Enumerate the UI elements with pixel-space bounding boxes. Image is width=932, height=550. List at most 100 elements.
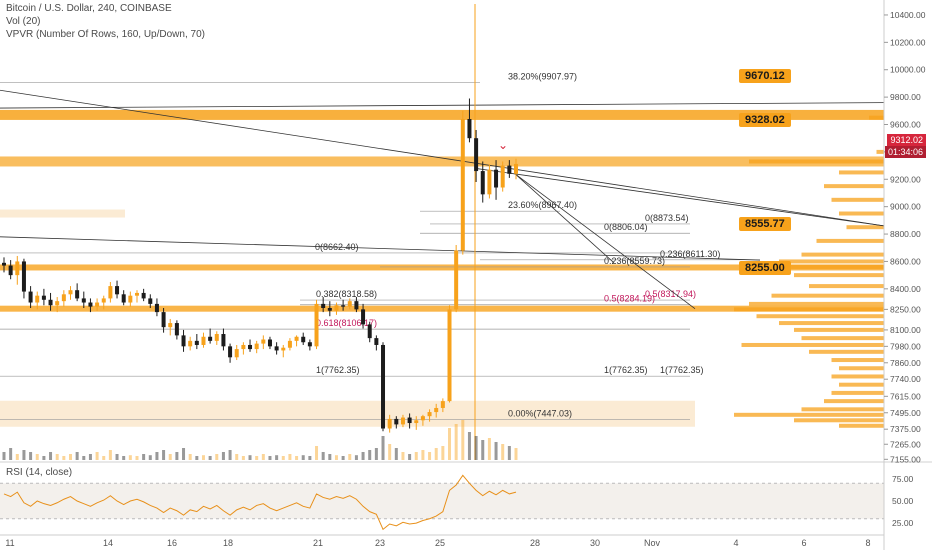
fib-label: 23.60%(8967.40) xyxy=(508,200,577,210)
x-tick-label: 16 xyxy=(167,538,177,548)
price-axis[interactable]: 10400.0010200.0010000.009800.009600.0094… xyxy=(883,0,926,550)
vol-legend: Vol (20) xyxy=(6,16,41,27)
candle-body xyxy=(201,336,206,345)
symbol-legend[interactable]: Bitcoin / U.S. Dollar, 240, COINBASE Vol… xyxy=(6,2,205,41)
candle-body xyxy=(181,335,186,347)
fib-label: 0.382(8318.58) xyxy=(316,289,377,299)
candle-body xyxy=(101,298,106,303)
zone-8255 xyxy=(0,305,884,312)
y-tick-label: 8400.00 xyxy=(890,284,921,294)
volume-bar xyxy=(175,452,179,460)
x-tick-label: Nov xyxy=(644,538,661,548)
fib-label: 38.20%(9907.97) xyxy=(508,71,577,81)
y-tick-label: 7265.00 xyxy=(890,439,921,449)
volume-bar xyxy=(414,452,418,460)
fib-label: 0.5(8317.94) xyxy=(645,289,696,299)
vpvr-row xyxy=(779,321,884,326)
candle-body xyxy=(248,344,253,350)
candle-body xyxy=(407,417,412,424)
level-label-8555[interactable]: 8555.77 xyxy=(739,217,791,231)
candle-body xyxy=(287,340,292,348)
volume-bar xyxy=(188,454,192,460)
vpvr-row xyxy=(749,159,884,164)
volume-bar xyxy=(135,456,139,460)
volume-bar xyxy=(301,455,305,460)
fib-label: 0(8806.04) xyxy=(604,222,648,232)
candle-body xyxy=(381,344,386,429)
level-label-8255[interactable]: 8255.00 xyxy=(739,261,791,275)
volume-bar xyxy=(248,455,252,460)
volume-bar xyxy=(155,452,159,460)
vpvr-legend: VPVR (Number Of Rows, 160, Up/Down, 70) xyxy=(6,29,205,40)
trend-line xyxy=(514,173,615,264)
candle-body xyxy=(414,420,419,424)
rsi-line xyxy=(3,474,517,531)
candle-body xyxy=(214,334,219,341)
candle-body xyxy=(134,292,139,296)
volume-bar xyxy=(208,456,212,460)
vpvr-row xyxy=(771,293,884,298)
candle-body xyxy=(514,163,518,174)
volume-bar xyxy=(162,450,166,460)
vpvr-row xyxy=(734,307,884,312)
x-tick-label: 30 xyxy=(590,538,600,548)
vpvr-row xyxy=(869,115,884,120)
y-tick-label: 9000.00 xyxy=(890,202,921,212)
volume-bar xyxy=(341,456,345,460)
vpvr-row xyxy=(794,273,884,278)
candle-body xyxy=(95,302,100,307)
y-tick-label: 8250.00 xyxy=(890,304,921,314)
vpvr-row xyxy=(876,149,884,154)
volume-bar xyxy=(9,448,13,460)
vpvr-row xyxy=(779,259,884,264)
candle-body xyxy=(75,290,80,299)
volume-bar xyxy=(487,438,491,460)
candle-body xyxy=(28,291,33,303)
candle-body xyxy=(474,138,479,172)
candle-body xyxy=(294,336,299,341)
time-axis[interactable]: 11 14 16 18 21 23 25 28 30 Nov 4 6 8 xyxy=(0,534,884,548)
volume-bar xyxy=(481,440,485,460)
x-tick-label: 8 xyxy=(865,538,870,548)
x-tick-label: 6 xyxy=(801,538,806,548)
volume-bar xyxy=(448,428,452,460)
volume-bar xyxy=(507,446,511,460)
trend-line xyxy=(514,173,696,310)
candles: ⌄ xyxy=(2,98,518,433)
candle-body xyxy=(347,301,352,307)
y-tick-label: 9800.00 xyxy=(890,92,921,102)
vpvr-row xyxy=(839,382,884,387)
level-label-9328[interactable]: 9328.02 xyxy=(739,113,791,127)
vpvr-row xyxy=(824,399,884,404)
volume-bar xyxy=(361,452,365,460)
volume-bar xyxy=(381,436,385,460)
y-tick-label: 8800.00 xyxy=(890,229,921,239)
candle-body xyxy=(254,343,259,350)
candle-body xyxy=(241,344,246,350)
candle-body xyxy=(267,339,272,347)
fib-label: 0(8873.54) xyxy=(645,213,689,223)
volume-bar xyxy=(321,452,325,460)
volume-bar xyxy=(494,442,498,460)
trend-lines xyxy=(0,4,885,460)
candle-body xyxy=(141,292,146,299)
candle-body xyxy=(434,407,439,413)
volume-bar xyxy=(235,454,239,460)
countdown-tag: 01:34:06 xyxy=(884,146,926,158)
vpvr-row xyxy=(801,407,884,412)
rsi-tick-label: 50.00 xyxy=(892,496,914,506)
rsi-legend[interactable]: RSI (14, close) xyxy=(6,467,73,478)
volume-bar xyxy=(88,454,92,460)
grid-lines xyxy=(0,461,932,520)
candle-body xyxy=(121,294,126,303)
candle-body xyxy=(228,346,233,358)
zone-9328 xyxy=(0,156,884,167)
volume-bar xyxy=(228,450,232,460)
volume-bar xyxy=(408,454,412,460)
zone-8555 xyxy=(0,264,884,271)
volume-bar xyxy=(514,448,518,460)
candle-body xyxy=(55,301,60,306)
level-label-9670[interactable]: 9670.12 xyxy=(739,69,791,83)
volume-bar xyxy=(334,455,338,460)
